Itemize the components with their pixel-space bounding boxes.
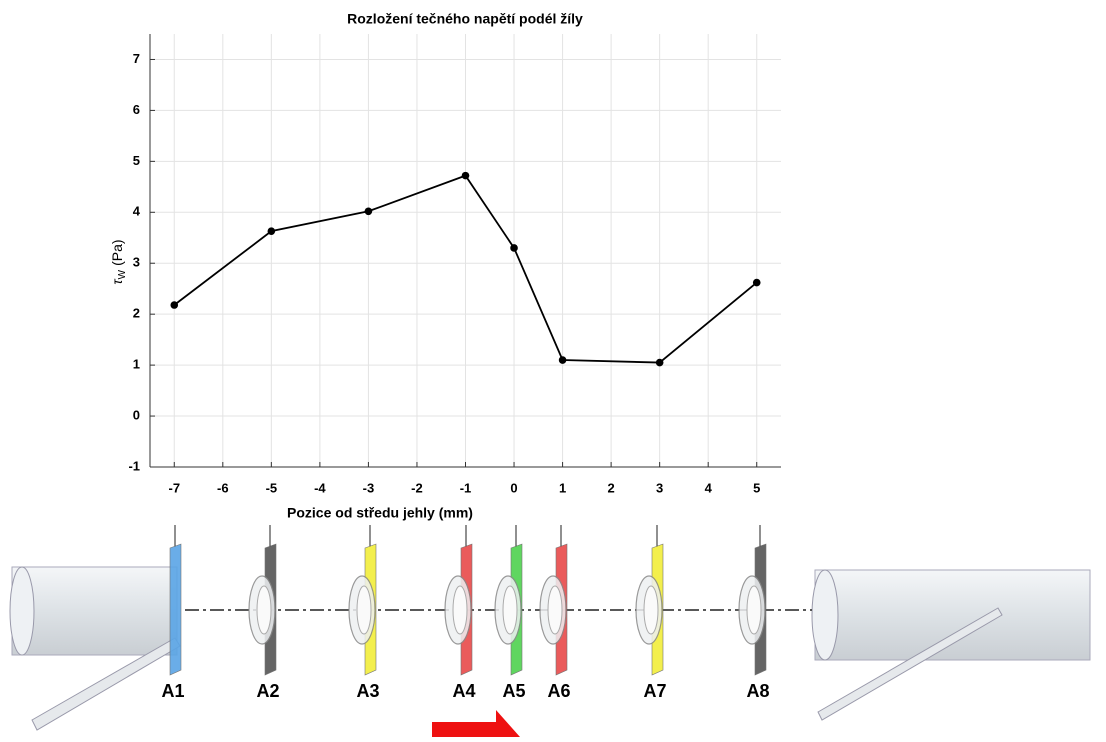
flow-arrow — [432, 710, 520, 737]
x-tick-label: 4 — [705, 480, 713, 495]
y-label-subscript: W — [117, 269, 128, 279]
data-point — [170, 301, 178, 309]
y-tick-label: 2 — [133, 306, 140, 321]
data-point — [510, 244, 518, 252]
data-point — [365, 207, 373, 215]
left-tube-end — [10, 567, 34, 655]
ring-hole — [548, 586, 562, 634]
ring-hole — [747, 586, 761, 634]
ring-hole — [644, 586, 658, 634]
section-label: A2 — [256, 681, 279, 701]
page: Rozložení tečného napětí podél žíly Pozi… — [0, 0, 1106, 737]
chart-title: Rozložení tečného napětí podél žíly — [347, 11, 583, 27]
x-tick-label: -5 — [266, 480, 278, 495]
x-tick-label: -1 — [460, 480, 472, 495]
y-label-unit: (Pa) — [109, 239, 125, 265]
y-tick-label: 6 — [133, 102, 140, 117]
y-tick-label: 3 — [133, 255, 140, 270]
ring-hole — [357, 586, 371, 634]
x-tick-label: -7 — [168, 480, 180, 495]
section-label: A3 — [356, 681, 379, 701]
ring-hole — [453, 586, 467, 634]
section-label: A5 — [502, 681, 525, 701]
right-tube-end — [812, 570, 838, 660]
x-tick-label: 0 — [510, 480, 517, 495]
x-tick-label: -6 — [217, 480, 229, 495]
section-label: A4 — [452, 681, 475, 701]
data-point — [753, 279, 761, 287]
y-tick-label: 1 — [133, 357, 140, 372]
data-point — [462, 172, 470, 180]
section-label: A7 — [643, 681, 666, 701]
data-point — [559, 356, 567, 364]
y-tick-label: -1 — [128, 458, 140, 473]
x-axis-label: Pozice od středu jehly (mm) — [287, 505, 473, 521]
ring-hole — [503, 586, 517, 634]
x-tick-label: 2 — [607, 480, 614, 495]
plot: -7 -6 -5 -4 -3 -2 -1 0 1 2 3 4 5 -1 0 1 2 3 4 5 6 7 — [128, 34, 781, 495]
y-tick-label: 0 — [133, 407, 140, 422]
illustration: A1 A2 A3 A4 A5 A6 A7 A8 — [10, 525, 1090, 737]
x-tick-label: -2 — [411, 480, 423, 495]
y-axis-label: τW(Pa) — [109, 239, 128, 284]
x-tick-label: 1 — [559, 480, 566, 495]
section-label: A1 — [161, 681, 184, 701]
left-tube — [12, 567, 177, 655]
right-tube — [815, 570, 1090, 660]
data-point — [656, 359, 664, 367]
section-label: A8 — [746, 681, 769, 701]
section-plate — [170, 544, 181, 675]
y-tick-label: 5 — [133, 153, 140, 168]
x-tick-label: -4 — [314, 480, 326, 495]
x-tick-label: -3 — [363, 480, 375, 495]
section-label: A6 — [547, 681, 570, 701]
x-tick-label: 5 — [753, 480, 760, 495]
data-point — [268, 227, 276, 235]
y-tick-label: 7 — [133, 51, 140, 66]
y-tick-label: 4 — [133, 204, 141, 219]
ring-hole — [257, 586, 271, 634]
x-tick-label: 3 — [656, 480, 663, 495]
